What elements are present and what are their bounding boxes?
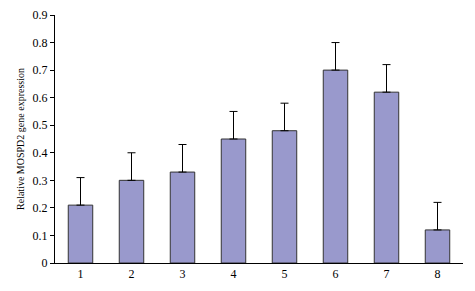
svg-text:4: 4 (231, 267, 237, 281)
svg-text:1: 1 (78, 267, 84, 281)
svg-text:0.3: 0.3 (33, 174, 48, 188)
svg-text:8: 8 (435, 267, 441, 281)
svg-text:Relative MOSPD2 gene expressio: Relative MOSPD2 gene expression (15, 68, 26, 210)
svg-text:0.4: 0.4 (33, 146, 48, 160)
svg-text:0.1: 0.1 (33, 229, 48, 243)
svg-text:2: 2 (129, 267, 135, 281)
svg-text:3: 3 (180, 267, 186, 281)
svg-text:0.8: 0.8 (33, 36, 48, 50)
svg-text:0: 0 (42, 256, 48, 270)
svg-text:7: 7 (384, 267, 390, 281)
svg-text:0.2: 0.2 (33, 201, 48, 215)
svg-text:0.6: 0.6 (33, 91, 48, 105)
svg-text:5: 5 (282, 267, 288, 281)
svg-text:0.7: 0.7 (33, 63, 48, 77)
svg-text:0.9: 0.9 (33, 8, 48, 22)
svg-text:0.5: 0.5 (33, 118, 48, 132)
svg-text:6: 6 (333, 267, 339, 281)
